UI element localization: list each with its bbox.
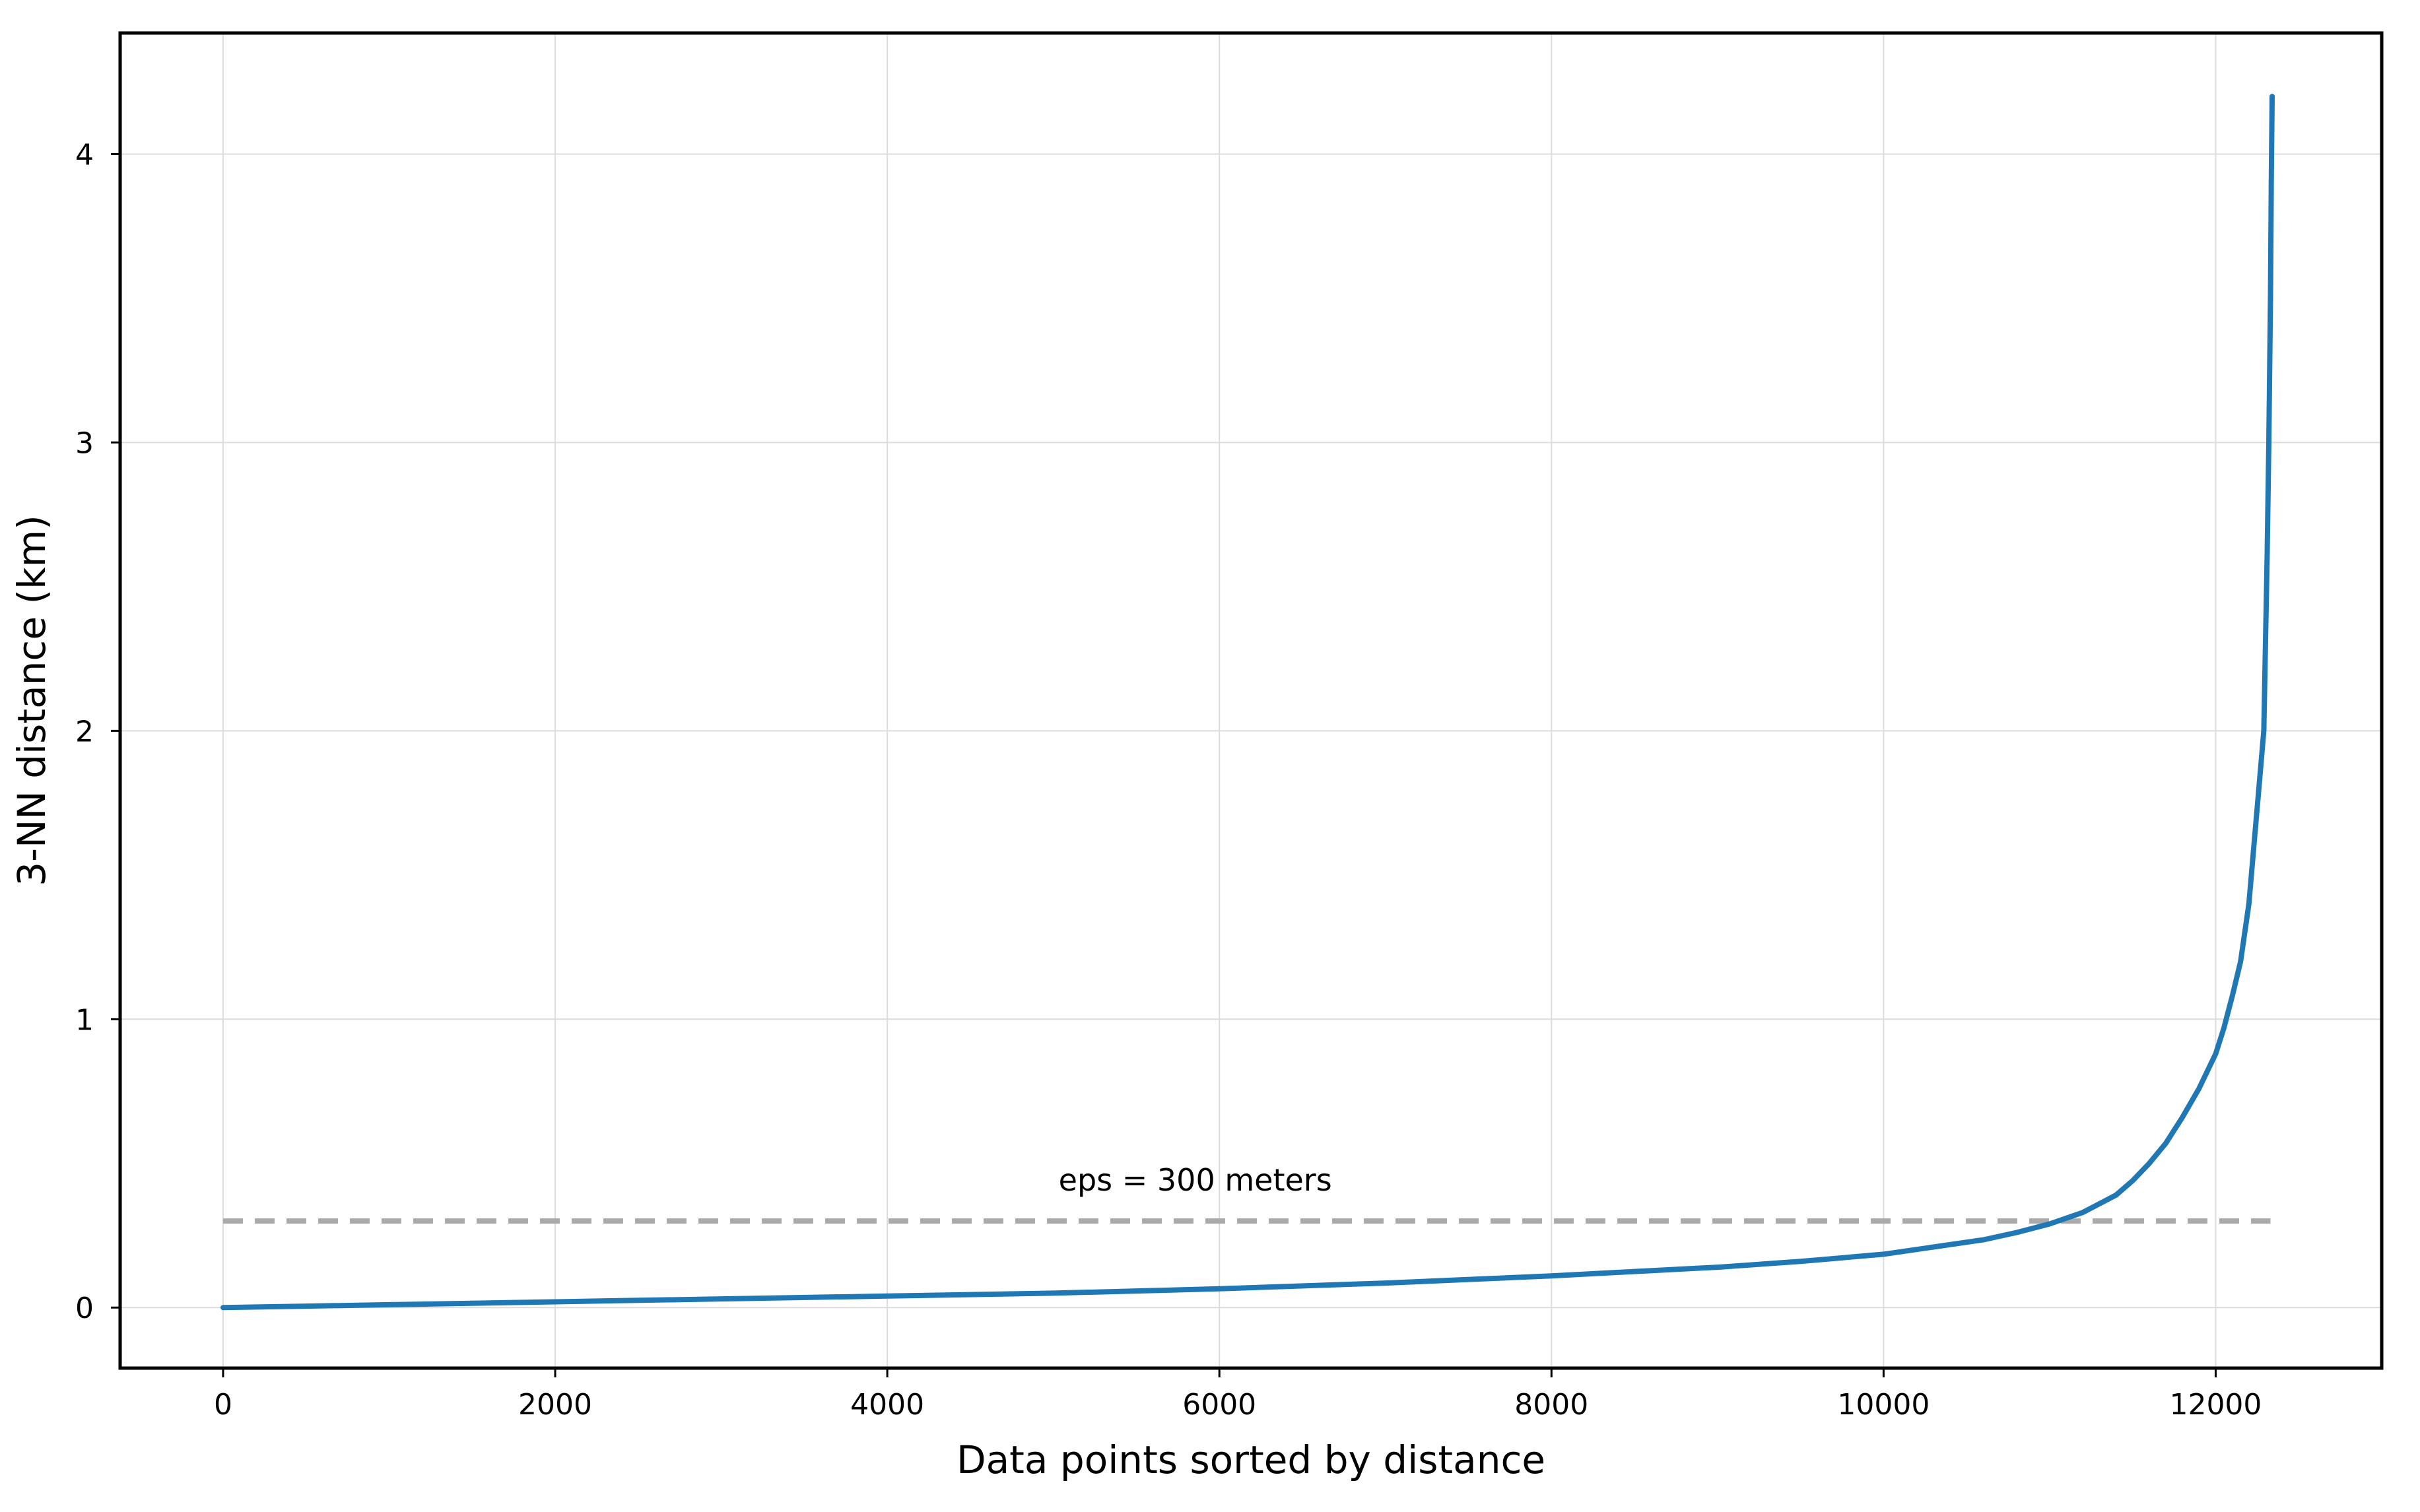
y-tick-label: 2 xyxy=(75,715,94,748)
y-tick-label: 0 xyxy=(75,1292,94,1325)
x-tick-label: 4000 xyxy=(850,1388,924,1422)
plot-frame xyxy=(118,31,2384,1370)
y-axis-label: 3-NN distance (km) xyxy=(9,515,54,886)
x-tick-label: 2000 xyxy=(518,1388,592,1422)
y-tick-label: 4 xyxy=(75,139,94,172)
y-tick-label: 1 xyxy=(75,1003,94,1037)
knn-distance-line xyxy=(220,94,2275,1311)
x-axis-label: Data points sorted by distance xyxy=(957,1437,1545,1482)
x-tick-label: 0 xyxy=(214,1388,232,1422)
x-tick-label: 12000 xyxy=(2169,1388,2262,1422)
y-tick-label: 3 xyxy=(75,426,94,460)
grid xyxy=(120,33,2382,1368)
x-tick-label: 6000 xyxy=(1182,1388,1256,1422)
x-tick-label: 8000 xyxy=(1514,1388,1588,1422)
plot-area xyxy=(220,94,2275,1311)
eps-annotation: eps = 300 meters xyxy=(1059,1162,1332,1198)
x-tick-label: 10000 xyxy=(1837,1388,1930,1422)
axis-ticks: 0 2000 4000 6000 8000 10000 12000 0 1 2 3 4 xyxy=(75,139,2262,1422)
